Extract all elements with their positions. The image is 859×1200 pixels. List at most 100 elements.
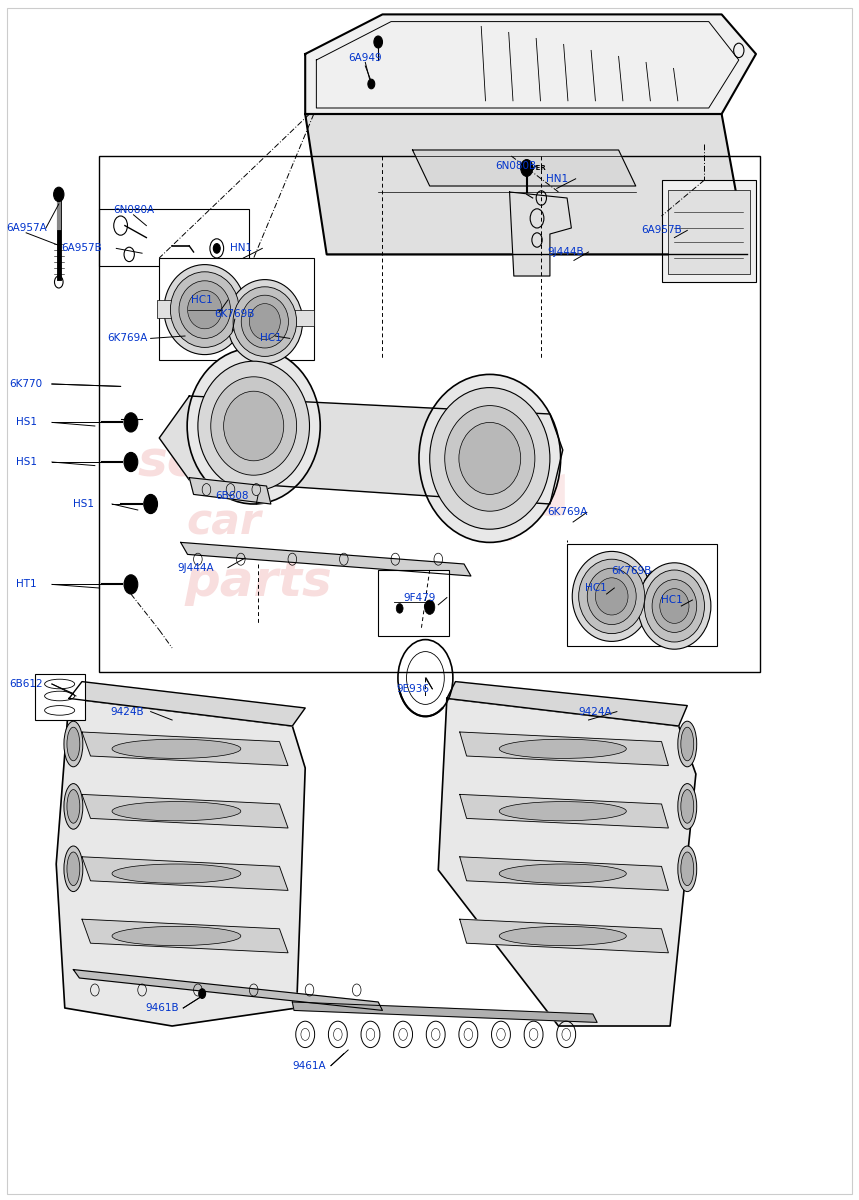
Bar — [159, 258, 314, 360]
Polygon shape — [82, 732, 288, 766]
Polygon shape — [509, 192, 571, 276]
Ellipse shape — [164, 264, 246, 355]
Ellipse shape — [644, 570, 704, 642]
Ellipse shape — [67, 790, 80, 823]
Text: 6N080B: 6N080B — [495, 161, 536, 170]
Polygon shape — [305, 114, 747, 254]
Text: parts: parts — [184, 558, 332, 606]
Polygon shape — [292, 1002, 597, 1022]
Polygon shape — [447, 682, 687, 726]
Polygon shape — [460, 794, 668, 828]
Ellipse shape — [170, 272, 239, 348]
Polygon shape — [159, 396, 563, 504]
Ellipse shape — [241, 295, 289, 348]
Ellipse shape — [67, 727, 80, 761]
Ellipse shape — [67, 852, 80, 886]
Text: HS1: HS1 — [15, 418, 37, 427]
Bar — [567, 544, 717, 646]
Text: ROVER: ROVER — [520, 164, 546, 170]
Text: ⚑: ⚑ — [483, 456, 582, 564]
Text: 9424B: 9424B — [111, 707, 144, 716]
Ellipse shape — [572, 551, 651, 641]
Polygon shape — [82, 919, 288, 953]
Polygon shape — [73, 970, 382, 1010]
Text: HS1: HS1 — [15, 457, 37, 467]
Text: scuderia: scuderia — [138, 438, 378, 486]
Text: HN1: HN1 — [545, 174, 568, 184]
Polygon shape — [460, 857, 668, 890]
Ellipse shape — [198, 361, 309, 491]
Ellipse shape — [223, 391, 283, 461]
Ellipse shape — [64, 846, 82, 892]
Text: 6K769A: 6K769A — [547, 508, 588, 517]
Circle shape — [374, 36, 382, 48]
Ellipse shape — [419, 374, 561, 542]
Text: car: car — [186, 502, 261, 542]
Text: HT1: HT1 — [15, 580, 36, 589]
Circle shape — [521, 160, 533, 176]
Ellipse shape — [112, 864, 241, 883]
Ellipse shape — [638, 563, 711, 649]
Polygon shape — [189, 478, 271, 504]
Ellipse shape — [499, 739, 626, 758]
Text: 6K769B: 6K769B — [612, 566, 652, 576]
Ellipse shape — [499, 926, 626, 946]
Polygon shape — [69, 682, 305, 726]
Polygon shape — [438, 698, 696, 1026]
Ellipse shape — [652, 580, 697, 632]
Bar — [99, 209, 249, 266]
Bar — [668, 190, 750, 274]
Bar — [378, 570, 448, 636]
Ellipse shape — [187, 290, 222, 329]
Bar — [99, 156, 760, 672]
Ellipse shape — [681, 790, 694, 823]
Text: 6A957B: 6A957B — [641, 226, 682, 235]
Ellipse shape — [588, 568, 637, 624]
Ellipse shape — [579, 559, 645, 634]
Circle shape — [143, 494, 157, 514]
Polygon shape — [82, 857, 288, 890]
Text: 6N080A: 6N080A — [113, 205, 154, 215]
Polygon shape — [412, 150, 636, 186]
Circle shape — [368, 79, 375, 89]
Polygon shape — [305, 14, 756, 114]
Ellipse shape — [681, 727, 694, 761]
Ellipse shape — [233, 287, 296, 356]
Text: HC1: HC1 — [584, 583, 606, 593]
Text: 6B612: 6B612 — [9, 679, 43, 689]
Circle shape — [124, 413, 137, 432]
Text: 6A957B: 6A957B — [62, 244, 102, 253]
Ellipse shape — [678, 846, 697, 892]
Text: 9461A: 9461A — [293, 1061, 326, 1070]
Text: 6K769A: 6K769A — [107, 334, 148, 343]
Bar — [34, 674, 84, 720]
Text: 9461B: 9461B — [145, 1003, 179, 1013]
Ellipse shape — [681, 852, 694, 886]
Text: HS1: HS1 — [73, 499, 94, 509]
Ellipse shape — [660, 588, 689, 624]
Circle shape — [124, 575, 137, 594]
Ellipse shape — [112, 926, 241, 946]
Text: 9424A: 9424A — [579, 707, 612, 716]
Ellipse shape — [459, 422, 521, 494]
Polygon shape — [460, 919, 668, 953]
Text: 6A957A: 6A957A — [6, 223, 46, 233]
Text: 6K770: 6K770 — [9, 379, 43, 389]
Ellipse shape — [595, 577, 628, 614]
Ellipse shape — [64, 721, 82, 767]
Ellipse shape — [179, 281, 230, 338]
Circle shape — [53, 187, 64, 202]
Text: HC1: HC1 — [661, 595, 683, 605]
Ellipse shape — [499, 802, 626, 821]
Text: 6B608: 6B608 — [216, 491, 249, 500]
Text: 9J444B: 9J444B — [547, 247, 583, 257]
Ellipse shape — [227, 280, 302, 364]
Circle shape — [124, 452, 137, 472]
Circle shape — [213, 244, 220, 253]
Ellipse shape — [249, 304, 280, 340]
Polygon shape — [460, 732, 668, 766]
Polygon shape — [56, 698, 305, 1026]
Ellipse shape — [64, 784, 82, 829]
Ellipse shape — [210, 377, 296, 475]
Text: 9E936: 9E936 — [396, 684, 429, 694]
